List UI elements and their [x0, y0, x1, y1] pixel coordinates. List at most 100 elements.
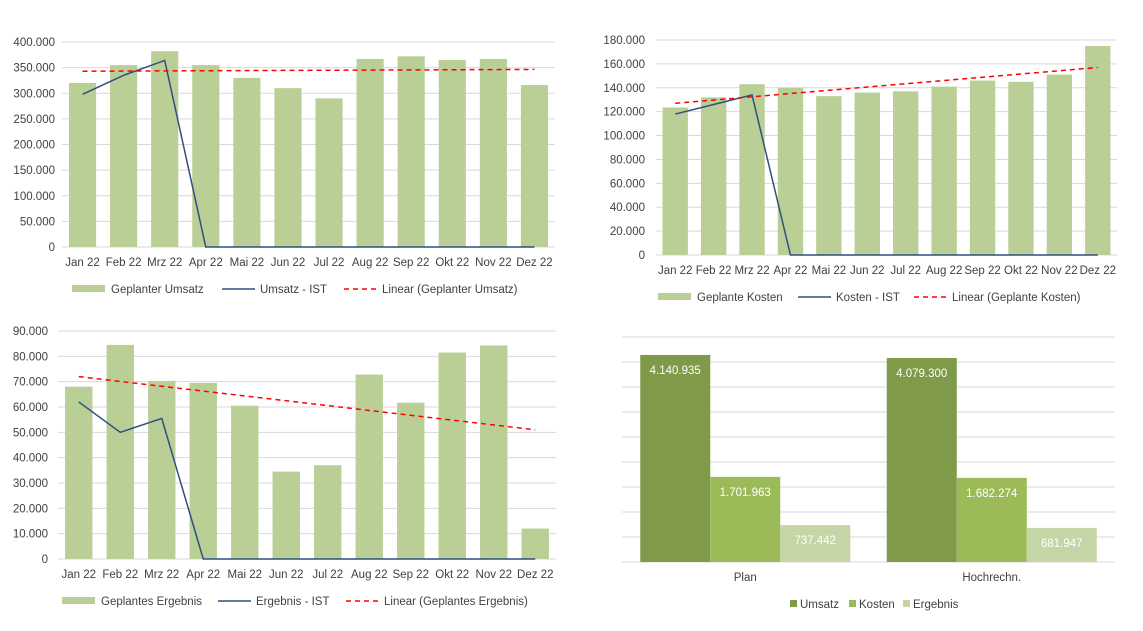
bar-umsatz: [397, 56, 425, 247]
x-tick-label: Aug 22: [352, 257, 388, 269]
bar-ergebnis: [65, 386, 93, 559]
bar-kosten: [854, 92, 880, 255]
y-tick-label: 0: [639, 250, 645, 262]
x-tick-label: Jun 22: [271, 257, 306, 269]
chart-ergebnis: 0 10.000 20.000 30.000 40.000 50.000 60.000 70.…: [13, 326, 556, 608]
bar-kosten: [777, 87, 804, 256]
data-label: 1.682.274: [966, 488, 1018, 500]
x-tick-label: Dez 22: [517, 569, 553, 581]
bar-ergebnis: [397, 402, 425, 559]
y-tick-label: 60.000: [13, 402, 48, 414]
x-tick-label: Jun 22: [269, 569, 304, 581]
x-tick-label: Mrz 22: [147, 257, 182, 269]
y-tick-label: 350.000: [13, 63, 55, 75]
bar-umsatz: [356, 58, 384, 247]
x-tick-label: Dez 22: [516, 257, 552, 269]
x-tick-label: Nov 22: [475, 257, 511, 269]
y-tick-label: 200.000: [13, 140, 55, 152]
legend-swatch: [790, 600, 797, 607]
x-tick-label: Dez 22: [1080, 265, 1116, 277]
x-tick-label: Okt 22: [1004, 265, 1038, 277]
y-tick-label: 20.000: [13, 503, 48, 515]
x-tick-label: Sep 22: [393, 569, 429, 581]
bar-umsatz: [110, 65, 138, 247]
line-ergebnis-ist: [78, 401, 536, 560]
y-tick-label: 120.000: [603, 107, 645, 119]
legend-label: Kosten: [859, 599, 895, 611]
bar-kosten: [739, 84, 765, 255]
bar-umsatz: [640, 354, 711, 562]
bar-umsatz: [192, 65, 220, 247]
y-tick-label: 180.000: [603, 35, 645, 47]
data-label: 4.140.935: [650, 365, 701, 377]
y-tick-label: 300.000: [13, 88, 55, 100]
bar-umsatz: [520, 85, 549, 247]
x-tick-label: Sep 22: [964, 265, 1000, 277]
data-label: 737.442: [794, 535, 836, 547]
bar-umsatz: [479, 58, 507, 247]
x-tick-label: Nov 22: [476, 569, 512, 581]
data-label: 4.079.300: [896, 368, 947, 380]
bar-umsatz: [886, 358, 957, 562]
y-tick-label: 40.000: [610, 202, 645, 214]
legend-label: Geplantes Ergebnis: [101, 596, 202, 608]
bar-umsatz: [315, 98, 343, 247]
y-tick-label: 80.000: [610, 154, 645, 166]
data-label: 1.701.963: [720, 487, 771, 499]
y-tick-label: 90.000: [13, 326, 48, 338]
x-tick-label: Okt 22: [435, 257, 469, 269]
x-tick-label: Sep 22: [393, 257, 429, 269]
x-tick-label: Jul 22: [890, 265, 921, 277]
x-tick-label: Mai 22: [227, 569, 262, 581]
bar-ergebnis: [521, 528, 549, 559]
x-tick-label: Feb 22: [102, 569, 138, 581]
x-tick-label: Okt 22: [435, 569, 469, 581]
line-umsatz-ist: [82, 59, 535, 248]
legend-label: Umsatz - IST: [260, 284, 327, 296]
legend-label: Geplanter Umsatz: [111, 284, 204, 296]
x-tick-label: Apr 22: [774, 265, 808, 277]
chart-summary: 4.140.935 1.701.963 737.442 Plan 4.079.300 1.…: [622, 336, 1115, 611]
trend-line-umsatz: [82, 68, 535, 72]
bar-ergebnis: [355, 374, 383, 559]
bar-kosten: [1085, 45, 1111, 255]
trend-line-kosten: [675, 66, 1098, 105]
x-tick-label: Mrz 22: [734, 265, 769, 277]
x-tick-label: Mai 22: [812, 265, 847, 277]
legend-label: Umsatz: [800, 599, 839, 611]
y-tick-label: 150.000: [13, 165, 55, 177]
x-tick-label: Aug 22: [351, 569, 387, 581]
legend-label: Geplante Kosten: [697, 292, 783, 304]
bar-umsatz: [68, 83, 97, 247]
bar-kosten: [710, 476, 781, 562]
y-tick-label: 100.000: [13, 191, 55, 203]
legend-swatch-bar: [72, 285, 105, 292]
legend-swatch-bar: [658, 293, 691, 300]
y-tick-label: 140.000: [603, 83, 645, 95]
legend-swatch: [903, 600, 910, 607]
x-tick-label: Aug 22: [926, 265, 962, 277]
y-tick-label: 30.000: [13, 478, 48, 490]
data-label: 681.947: [1041, 538, 1083, 550]
x-tick-label: Plan: [734, 572, 757, 584]
bar-ergebnis: [314, 465, 342, 559]
y-tick-label: 400.000: [13, 37, 55, 49]
chart-kosten: 0 20.000 40.000 60.000 80.000 100.000 120.000 1…: [603, 35, 1117, 304]
line-kosten-ist: [675, 94, 1098, 256]
legend-summary: Umsatz Kosten Ergebnis: [790, 599, 959, 611]
legend-kosten: Geplante Kosten Kosten - IST Linear (Gepla…: [658, 292, 1081, 304]
x-tick-label: Mrz 22: [144, 569, 179, 581]
y-tick-label: 10.000: [13, 529, 48, 541]
bar-kosten: [662, 107, 688, 255]
legend-label: Ergebnis - IST: [256, 596, 330, 608]
bar-kosten: [1008, 81, 1034, 255]
bar-ergebnis: [231, 405, 259, 559]
bar-kosten: [700, 97, 727, 255]
legend-swatch: [849, 600, 856, 607]
bar-kosten: [956, 477, 1027, 562]
legend-label: Ergebnis: [913, 599, 959, 611]
x-tick-label: Jun 22: [850, 265, 885, 277]
bar-umsatz: [438, 59, 466, 247]
y-tick-label: 50.000: [13, 427, 48, 439]
